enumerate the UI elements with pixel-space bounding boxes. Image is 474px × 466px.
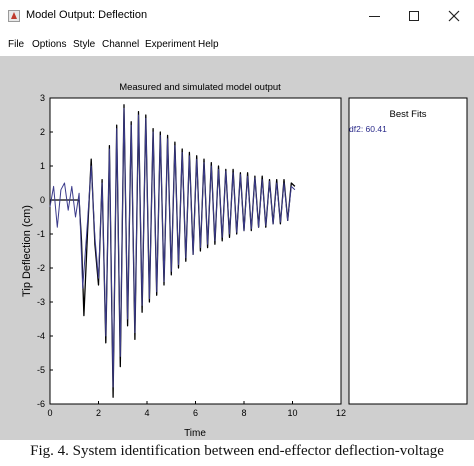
y-tick-label: -3 xyxy=(37,297,45,307)
y-axis-label: Tip Deflection (cm) xyxy=(21,205,33,297)
menu-help[interactable]: Help xyxy=(198,39,219,50)
menu-experiment[interactable]: Experiment xyxy=(145,39,196,50)
x-tick-label: 10 xyxy=(287,408,297,418)
model-output-chart: Measured and simulated model output Time… xyxy=(21,82,468,439)
x-tick-label: 4 xyxy=(144,408,149,418)
menu-options[interactable]: Options xyxy=(32,39,67,50)
maximize-button[interactable] xyxy=(397,4,431,28)
x-tick-label: 8 xyxy=(241,408,246,418)
menu-channel[interactable]: Channel xyxy=(102,39,140,50)
best-fits-panel xyxy=(348,97,468,405)
x-axis-label: Time xyxy=(184,428,206,439)
title-bar: Model Output: Deflection xyxy=(0,0,474,34)
chart-title: Measured and simulated model output xyxy=(119,82,281,93)
menu-bar: File Options Style Channel Experiment He… xyxy=(0,34,474,56)
maximize-icon xyxy=(409,11,419,21)
y-tick-label: -5 xyxy=(37,365,45,375)
y-tick-label: -1 xyxy=(37,229,45,239)
menu-file[interactable]: File xyxy=(8,39,25,50)
measured-series-line xyxy=(50,104,296,398)
x-tick-label: 0 xyxy=(47,408,52,418)
y-tick-label: 1 xyxy=(40,161,45,171)
plot-axes[interactable] xyxy=(49,97,342,405)
simulated-series-line xyxy=(49,107,296,388)
x-tick-label: 12 xyxy=(336,408,346,418)
minimize-icon xyxy=(368,15,380,17)
y-tick-label: 0 xyxy=(40,195,45,205)
matlab-app-icon xyxy=(8,10,20,22)
minimize-button[interactable] xyxy=(357,4,391,28)
y-tick-label: -2 xyxy=(37,263,45,273)
best-fit-entry: df2: 60.41 xyxy=(349,124,387,134)
y-tick-label: 3 xyxy=(40,93,45,103)
x-tick-label: 2 xyxy=(96,408,101,418)
close-button[interactable] xyxy=(437,4,471,28)
y-tick-label: 2 xyxy=(40,127,45,137)
x-tick-label: 6 xyxy=(193,408,198,418)
window-title: Model Output: Deflection xyxy=(26,9,148,21)
y-tick-label: -4 xyxy=(37,331,45,341)
close-icon xyxy=(448,10,460,22)
y-tick-label: -6 xyxy=(37,399,45,409)
figure-caption: Fig. 4. System identification between en… xyxy=(30,443,444,459)
menu-style[interactable]: Style xyxy=(73,39,96,50)
best-fits-title: Best Fits xyxy=(390,109,427,120)
